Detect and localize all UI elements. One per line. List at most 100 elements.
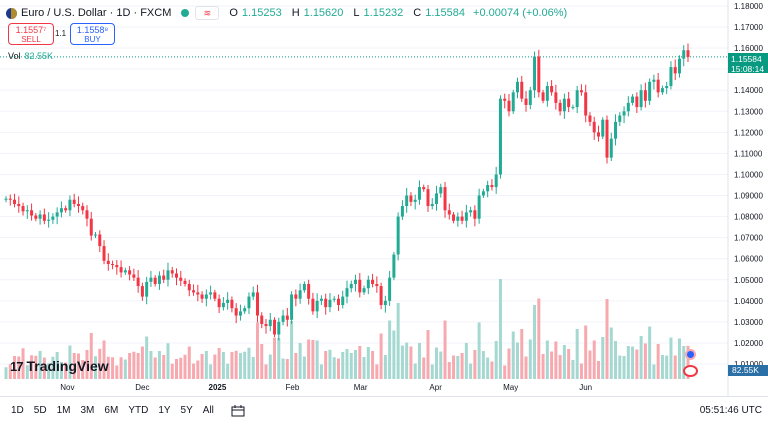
candle-body [533, 56, 537, 91]
buy-button[interactable]: 1.1558⁸ BUY [70, 23, 115, 45]
volume-bar [362, 357, 366, 379]
candle-body [567, 98, 571, 108]
dividend-event-icon[interactable] [685, 349, 696, 360]
time-axis-label: Feb [286, 383, 300, 392]
candle-body [469, 210, 473, 213]
candle-body [204, 294, 208, 299]
candle-body [614, 121, 618, 139]
volume-bar [490, 361, 494, 379]
candle-body [221, 302, 225, 308]
volume-bar [217, 348, 221, 379]
volume-bar [213, 354, 217, 379]
candle-body [162, 275, 166, 280]
range-button-5d[interactable]: 5D [33, 405, 47, 416]
volume-bar [298, 343, 302, 379]
volume-bar [55, 352, 59, 379]
candle-body [328, 299, 332, 308]
candle-body [417, 187, 421, 200]
candle-body [358, 279, 362, 293]
candle-body [307, 283, 311, 299]
volume-bar [631, 346, 635, 379]
volume-bar [400, 345, 404, 379]
volume-bar [8, 364, 12, 379]
candle-body [76, 203, 80, 207]
volume-bar [443, 320, 447, 379]
candle-body [426, 189, 430, 207]
candle-body [251, 292, 255, 297]
calendar-icon[interactable] [231, 404, 245, 417]
volume-bar [157, 351, 161, 379]
volume-bar [21, 348, 25, 379]
volume-bar [481, 351, 485, 379]
spread-value: 1.1 [55, 29, 67, 38]
volume-bar [115, 365, 119, 379]
high-value: 1.15620 [303, 7, 344, 19]
volume-bar [42, 357, 46, 379]
chart-canvas[interactable]: 1.180001.170001.160001.150001.140001.130… [0, 0, 768, 396]
range-buttons: 1D 5D 1M 3M 6M YTD 1Y 5Y All [6, 405, 219, 416]
candle-body [192, 290, 196, 293]
time-axis-label: May [503, 383, 518, 392]
range-button-1d[interactable]: 1D [11, 405, 24, 416]
range-button-1m[interactable]: 1M [56, 405, 71, 416]
candle-body [68, 199, 72, 211]
volume-bar [464, 343, 468, 379]
candle-body [682, 50, 686, 59]
volume-bar [170, 363, 174, 379]
volume-bar [162, 355, 166, 379]
time-axis[interactable]: Nov Dec 2025 Feb Mar Apr May Jun [60, 383, 592, 392]
volume-bar [59, 362, 63, 379]
candle-body [59, 208, 63, 213]
volume-bar [682, 346, 686, 379]
volume-legend[interactable]: Vol 82.55K [8, 51, 53, 61]
volume-bar [247, 347, 251, 379]
volume-bar [34, 355, 38, 379]
volume-bar [516, 342, 519, 379]
volume-bar [537, 298, 541, 379]
price-tick-label: 1.14000 [734, 86, 763, 95]
range-button-ytd[interactable]: YTD [128, 405, 149, 416]
range-button-all[interactable]: All [202, 405, 214, 416]
volume-bar [119, 357, 123, 379]
range-button-1y[interactable]: 1Y [158, 405, 171, 416]
volume-bar [584, 325, 588, 379]
candle-body [435, 193, 439, 204]
volume-bar [605, 299, 609, 379]
open-label: O [229, 7, 238, 19]
volume-bar [179, 357, 183, 379]
volume-bar [614, 341, 618, 379]
candle-body [452, 214, 456, 221]
volume-bar [140, 346, 144, 379]
volume-bar [302, 356, 306, 379]
earnings-event-icon[interactable] [683, 365, 698, 377]
volume-bar [375, 364, 379, 379]
range-button-5y[interactable]: 5Y [180, 405, 193, 416]
candle-body [64, 208, 68, 211]
candle-body [558, 102, 562, 112]
eur-usd-flag-icon [6, 7, 17, 19]
tradingview-logo[interactable]: 17 TradingView [10, 358, 109, 374]
price-tick-label: 1.04000 [734, 297, 763, 306]
candle-body [665, 86, 669, 89]
volume-bar [379, 333, 383, 379]
compare-icon[interactable]: ≋ [195, 6, 220, 20]
bottom-toolbar: 1D 5D 1M 3M 6M YTD 1Y 5Y All 05:51:46 UTC [0, 396, 768, 424]
volume-bar [81, 360, 85, 379]
candle-body [388, 277, 392, 301]
candle-body [379, 286, 383, 306]
candle-body [413, 199, 417, 202]
symbol-title[interactable]: Euro / U.S. Dollar · 1D · FXCM [21, 7, 172, 19]
range-button-3m[interactable]: 3M [80, 405, 95, 416]
utc-clock[interactable]: 05:51:46 UTC [699, 405, 762, 416]
volume-bar [686, 345, 690, 379]
candle-body [498, 98, 502, 175]
candle-body [392, 254, 396, 278]
candle-body [375, 283, 379, 287]
range-button-6m[interactable]: 6M [104, 405, 119, 416]
candle-body [72, 199, 76, 204]
candle-body [102, 246, 106, 261]
sell-button[interactable]: 1.1557⁷ SELL [8, 23, 54, 45]
candle-body [643, 90, 647, 101]
volume-bar [439, 351, 443, 379]
volume-bar [89, 333, 93, 379]
